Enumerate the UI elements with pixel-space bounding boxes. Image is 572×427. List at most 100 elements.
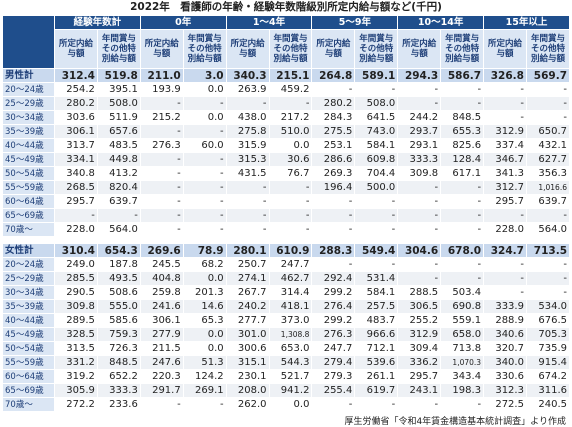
cell-value: 510.0	[268, 124, 313, 139]
cell-value: 438.0	[225, 110, 270, 125]
cell-value: -	[440, 82, 485, 97]
cell-value: 500.0	[354, 180, 399, 195]
cell-value: -	[397, 271, 442, 286]
cell-value: 51.3	[182, 355, 227, 370]
cell-value: 555.0	[96, 299, 141, 314]
row-label: 30～34歳	[2, 110, 55, 125]
cell-value: -	[268, 180, 313, 195]
cell-value: 726.3	[96, 341, 141, 356]
row-label: 55～59歳	[2, 180, 55, 195]
row-label: 40～44歳	[2, 313, 55, 328]
cell-value: -	[139, 208, 184, 223]
cell-value: -	[525, 285, 571, 300]
cell-value: 309.8	[397, 166, 442, 181]
table-row: 55～59歳 268.5 820.4- - - -196.4 500.0- -312.7 1,0…	[2, 180, 571, 195]
cell-value: -	[440, 222, 485, 237]
cell-value: 654.3	[96, 243, 141, 258]
cell-value: 713.5	[525, 243, 571, 258]
cell-value: 269.3	[311, 166, 356, 181]
cell-value: 340.0	[483, 355, 527, 370]
cell-value: -	[397, 257, 442, 272]
subheader: 所定内給与額	[311, 29, 356, 69]
cell-value: 275.8	[225, 124, 270, 139]
cell-value: 312.9	[397, 327, 442, 342]
cell-value: 293.7	[397, 124, 442, 139]
row-label: 40～44歳	[2, 138, 55, 153]
cell-value: 340.8	[54, 166, 98, 181]
cell-value: -	[139, 124, 184, 139]
cell-value: -	[311, 194, 356, 209]
cell-value: -	[268, 194, 313, 209]
row-label: 25～29歳	[2, 96, 55, 111]
cell-value: 306.1	[54, 124, 98, 139]
cell-value: 211.0	[139, 68, 184, 83]
subheader: 年間賞与その他特別給与額	[525, 29, 571, 69]
cell-value: 617.1	[440, 166, 485, 181]
cell-value: 3.0	[182, 68, 227, 83]
cell-value: 293.1	[397, 138, 442, 153]
cell-value: 233.6	[96, 397, 141, 412]
cell-value: -	[440, 180, 485, 195]
cell-value: 292.4	[311, 271, 356, 286]
table-row: 35～39歳 306.1 657.6- -275.8 510.0 275.5 743.0 29…	[2, 124, 571, 139]
table-row: 60～64歳 319.2 652.2 220.3 124.2 230.1 521.7 279.…	[2, 369, 571, 384]
cell-value: 534.0	[525, 299, 571, 314]
cell-value: 259.8	[139, 285, 184, 300]
cell-value: 14.6	[182, 299, 227, 314]
table-row: 30～34歳 290.5 508.6 259.8 201.3 267.7 314.4 299.…	[2, 285, 571, 300]
cell-value: 820.4	[96, 180, 141, 195]
cell-value: 284.3	[311, 110, 356, 125]
cell-value: 314.4	[268, 285, 313, 300]
cell-value: 705.3	[525, 327, 571, 342]
cell-value: -	[139, 397, 184, 412]
cell-value: 915.4	[525, 355, 571, 370]
cell-value: 341.3	[483, 166, 527, 181]
cell-value: 255.4	[311, 383, 356, 398]
table-row: 50～54歳 340.8 413.2- -431.5 76.7 269.3 704.4 309…	[2, 166, 571, 181]
group-header: 10～14年	[397, 15, 485, 30]
cell-value: 589.1	[354, 68, 399, 83]
cell-value: 268.5	[54, 180, 98, 195]
table-row: 45～49歳 328.5 759.3 277.9 0.0 301.0 1,308.8 276.…	[2, 327, 571, 342]
cell-value: 340.3	[225, 68, 270, 83]
cell-value: 295.7	[397, 369, 442, 384]
cell-value: 330.6	[483, 369, 527, 384]
cell-value: 310.4	[54, 243, 98, 258]
cell-value: 313.7	[54, 138, 98, 153]
cell-value: -	[139, 152, 184, 167]
cell-value: 65.3	[182, 313, 227, 328]
cell-value: 319.2	[54, 369, 98, 384]
table-row: 25～29歳 285.5 493.5 404.8 0.0 274.1 462.7 292.4 5…	[2, 271, 571, 286]
subheader: 年間賞与その他特別給与額	[440, 29, 485, 69]
source-note: 厚生労働省「令和4年賃金構造基本統計調査」より作成	[344, 417, 566, 427]
cell-value: 264.8	[311, 68, 356, 83]
cell-value: 286.6	[311, 152, 356, 167]
cell-value: 295.7	[54, 194, 98, 209]
row-label: 70歳～	[2, 397, 55, 412]
cell-value: -	[354, 257, 399, 272]
row-label: 30～34歳	[2, 285, 55, 300]
table-row: 40～44歳 313.7 483.5 276.3 60.0 315.9 0.0 253.1 58…	[2, 138, 571, 153]
cell-value: 759.3	[96, 327, 141, 342]
cell-value: -	[525, 82, 571, 97]
row-label: 20～24歳	[2, 257, 55, 272]
cell-value: 674.2	[525, 369, 571, 384]
subheader: 所定内給与額	[54, 29, 98, 69]
row-label: 50～54歳	[2, 341, 55, 356]
cell-value: 340.6	[483, 327, 527, 342]
row-label: 65～69歳	[2, 208, 55, 223]
cell-value: -	[483, 271, 527, 286]
cell-value: 217.2	[268, 110, 313, 125]
table-row: 70歳～ 228.0 564.0- - - - - - - -228.0 564.0	[2, 222, 571, 237]
cell-value: 641.5	[354, 110, 399, 125]
group-header: 15年以上	[483, 15, 570, 30]
cell-value: -	[397, 180, 442, 195]
row-label: 25～29歳	[2, 271, 55, 286]
cell-value: 0.0	[268, 397, 313, 412]
cell-value: -	[139, 166, 184, 181]
cell-value: 324.7	[483, 243, 527, 258]
cell-value: -	[225, 180, 270, 195]
cell-value: 334.1	[54, 152, 98, 167]
row-label: 20～24歳	[2, 82, 55, 97]
cell-value: -	[182, 222, 227, 237]
